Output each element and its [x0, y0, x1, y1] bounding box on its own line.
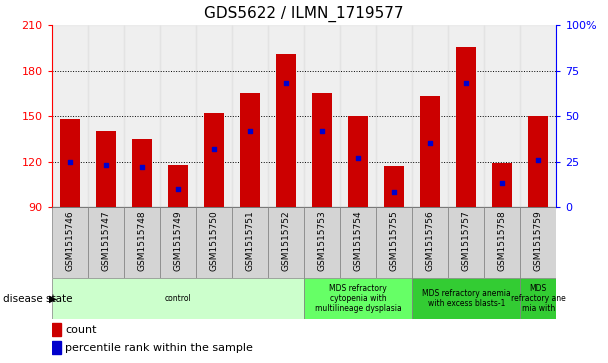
Bar [232, 25, 268, 207]
Bar [376, 25, 412, 207]
Point [281, 81, 291, 86]
Bar [304, 278, 412, 319]
Bar [520, 278, 556, 319]
Point [533, 157, 543, 163]
Bar [88, 25, 124, 207]
Bar [420, 97, 440, 207]
Bar [456, 46, 476, 207]
Text: GSM1515749: GSM1515749 [173, 211, 182, 271]
Bar [124, 207, 160, 278]
Bar [448, 25, 484, 207]
Text: GSM1515748: GSM1515748 [137, 211, 147, 271]
Text: MDS refractory
cytopenia with
multilineage dysplasia: MDS refractory cytopenia with multilinea… [315, 284, 401, 314]
Bar [304, 207, 340, 278]
Text: ▶: ▶ [49, 294, 57, 304]
Bar [276, 54, 296, 207]
Bar [96, 131, 116, 207]
Bar [52, 207, 88, 278]
Bar [268, 25, 304, 207]
Text: MDS
refractory ane
mia with: MDS refractory ane mia with [511, 284, 565, 314]
Bar [132, 139, 152, 207]
Text: GSM1515756: GSM1515756 [426, 211, 435, 271]
Bar [196, 25, 232, 207]
Point [245, 128, 255, 134]
Point [497, 180, 507, 186]
Text: GSM1515755: GSM1515755 [390, 211, 399, 271]
Text: GSM1515750: GSM1515750 [209, 211, 218, 271]
Point [353, 155, 363, 161]
Bar [52, 323, 61, 336]
Bar [160, 25, 196, 207]
Bar [240, 94, 260, 207]
Point [461, 81, 471, 86]
Bar [232, 207, 268, 278]
Bar [52, 341, 61, 354]
Point [317, 128, 327, 134]
Text: GSM1515747: GSM1515747 [102, 211, 110, 271]
Bar [196, 207, 232, 278]
Bar [384, 166, 404, 207]
Bar [376, 207, 412, 278]
Point [65, 159, 75, 164]
Bar [412, 207, 448, 278]
Bar [340, 25, 376, 207]
Bar [160, 207, 196, 278]
Point [389, 189, 399, 195]
Bar [204, 113, 224, 207]
Text: control: control [165, 294, 191, 303]
Text: GSM1515758: GSM1515758 [498, 211, 506, 271]
Bar [412, 278, 520, 319]
Bar [312, 94, 332, 207]
Point [209, 146, 219, 152]
Bar [520, 207, 556, 278]
Point [101, 162, 111, 168]
Text: GSM1515746: GSM1515746 [65, 211, 74, 271]
Text: GSM1515757: GSM1515757 [461, 211, 471, 271]
Text: GSM1515754: GSM1515754 [354, 211, 362, 271]
Text: GSM1515759: GSM1515759 [534, 211, 543, 271]
Text: percentile rank within the sample: percentile rank within the sample [65, 343, 253, 353]
Text: GSM1515752: GSM1515752 [282, 211, 291, 271]
Bar [528, 116, 548, 207]
Point [137, 164, 147, 170]
Bar [348, 116, 368, 207]
Text: GDS5622 / ILMN_1719577: GDS5622 / ILMN_1719577 [204, 5, 404, 22]
Text: MDS refractory anemia
with excess blasts-1: MDS refractory anemia with excess blasts… [422, 289, 511, 308]
Point [173, 186, 183, 192]
Bar [492, 163, 512, 207]
Point [426, 140, 435, 146]
Bar [520, 25, 556, 207]
Text: count: count [65, 325, 97, 335]
Text: disease state: disease state [3, 294, 72, 304]
Bar [168, 164, 188, 207]
Bar [412, 25, 448, 207]
Bar [88, 207, 124, 278]
Bar [448, 207, 484, 278]
Bar [52, 25, 88, 207]
Bar [340, 207, 376, 278]
Bar [484, 207, 520, 278]
Bar [124, 25, 160, 207]
Bar [484, 25, 520, 207]
Text: GSM1515751: GSM1515751 [246, 211, 254, 271]
Text: GSM1515753: GSM1515753 [317, 211, 326, 271]
Bar [304, 25, 340, 207]
Bar [60, 119, 80, 207]
Bar [268, 207, 304, 278]
Bar [52, 278, 304, 319]
